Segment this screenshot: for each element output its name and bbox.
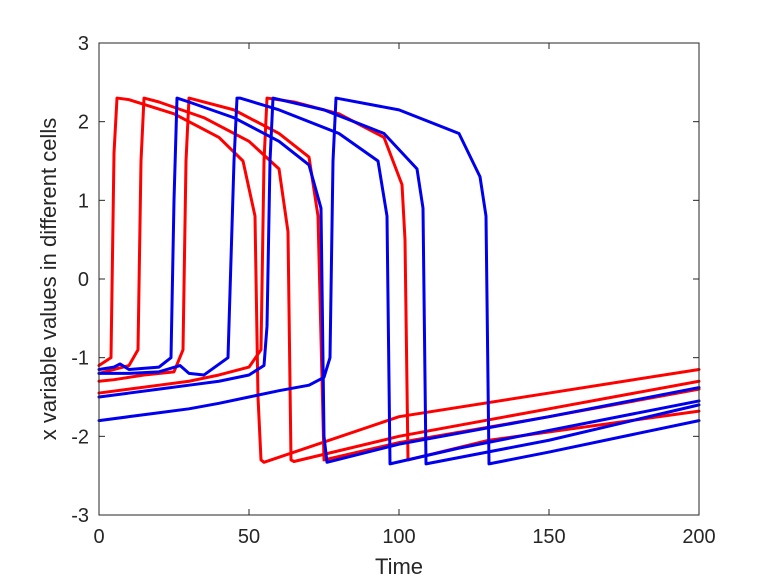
y-axis-label: x variable values in different cells [36,118,61,440]
x-tick-label: 50 [238,526,260,548]
series-line-red-4 [97,96,701,462]
series-line-blue-6 [97,96,701,466]
y-tick-label: -1 [71,348,89,370]
x-tick-label: 200 [682,526,715,548]
y-tick-label: 0 [78,269,89,291]
series-line-blue-8 [97,96,701,466]
series-line-red-1 [97,96,701,464]
series-line-blue-7 [97,96,701,466]
y-tick-label: -2 [71,426,89,448]
y-tick-label: 2 [78,112,89,134]
series-line-red-3 [97,96,701,462]
ticks-layer: 0 50 100 150 200 -3 -2 -1 0 1 2 3 [71,33,715,548]
y-tick-label: 3 [78,33,89,55]
x-tick-label: 100 [382,526,415,548]
y-tick-label: 1 [78,190,89,212]
series-line-red-2 [97,96,701,464]
x-tick-label: 150 [532,526,565,548]
x-tick-label: 0 [93,526,104,548]
x-axis-label: Time [375,554,423,579]
y-tick-label: -3 [71,505,89,527]
series-line-blue-5 [97,96,701,464]
series-layer [97,96,701,466]
